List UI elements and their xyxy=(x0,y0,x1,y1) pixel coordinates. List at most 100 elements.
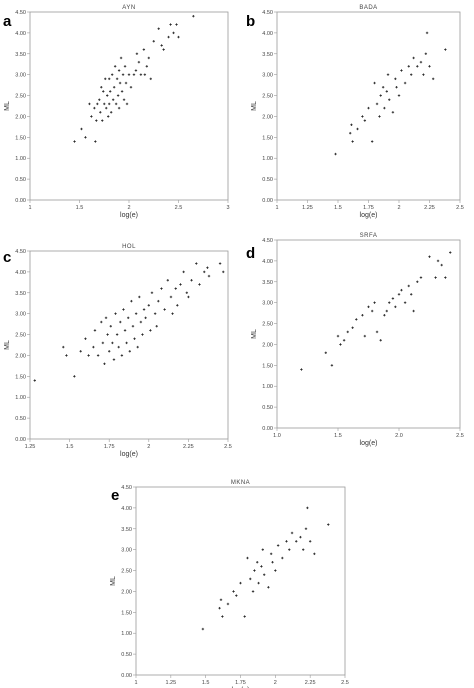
data-point xyxy=(127,316,130,320)
data-point xyxy=(111,341,114,345)
data-point xyxy=(235,594,238,597)
data-point-v xyxy=(386,90,388,93)
x-tick-label: 1.75 xyxy=(104,444,115,450)
data-point-v xyxy=(167,279,169,282)
data-point xyxy=(100,86,103,89)
data-point xyxy=(400,288,403,292)
data-point xyxy=(410,293,413,296)
data-point xyxy=(115,333,119,336)
data-point-v xyxy=(135,69,137,72)
data-point xyxy=(125,102,129,106)
data-point-v xyxy=(376,102,378,106)
chart-title: SRFA xyxy=(360,233,378,239)
data-point xyxy=(90,115,93,118)
data-point xyxy=(306,506,309,510)
data-point-v xyxy=(85,337,86,340)
data-point-v xyxy=(130,299,132,303)
x-tick-label: 1.5 xyxy=(66,444,74,450)
x-tick-label: 1.25 xyxy=(25,444,36,450)
data-point-v xyxy=(331,364,333,367)
x-tick-label: 1.5 xyxy=(202,680,210,686)
data-point-v xyxy=(95,119,97,122)
data-point xyxy=(94,140,97,143)
data-point xyxy=(253,569,256,572)
y-tick-label: 4.00 xyxy=(262,259,273,265)
data-points xyxy=(33,262,225,382)
data-point-v xyxy=(244,615,246,618)
data-point xyxy=(179,283,182,286)
data-point-v xyxy=(113,358,115,361)
data-point-v xyxy=(161,287,162,290)
data-point-v xyxy=(114,65,116,68)
data-point xyxy=(295,540,298,543)
data-point-v xyxy=(157,299,159,303)
data-point xyxy=(104,316,108,320)
data-point-v xyxy=(449,251,451,254)
x-tick-label: 1.5 xyxy=(76,205,84,211)
panel-d: d SRFA 0.00 0.50 1.00 1.50 2.00 2.50 3.00 3.50 4.0… xyxy=(246,233,464,447)
y-tick-label: 0.50 xyxy=(15,177,26,183)
data-point-v xyxy=(173,31,174,35)
x-tick-label: 2.5 xyxy=(456,205,464,211)
data-point-v xyxy=(192,14,194,18)
y-tick-label: 1.50 xyxy=(121,610,132,616)
data-point-v xyxy=(401,288,402,292)
data-point xyxy=(119,320,122,324)
data-point-v xyxy=(113,86,115,89)
x-tick-label: 1.75 xyxy=(235,680,246,686)
data-point-v xyxy=(119,320,121,324)
panel-a: a AYN 0.00 0.50 1.00 1.50 2.00 2.50 3.00 3.50 4.00… xyxy=(3,5,230,219)
data-point xyxy=(137,60,141,64)
data-point xyxy=(334,152,337,156)
data-point-v xyxy=(154,312,156,315)
data-point xyxy=(120,354,124,357)
x-tick-label: 1.25 xyxy=(165,680,176,686)
data-point-v xyxy=(380,94,382,97)
data-point xyxy=(256,561,259,564)
data-point-v xyxy=(256,561,258,564)
data-point xyxy=(135,52,139,55)
y-axis-label: ML xyxy=(251,329,258,339)
panel-letter: c xyxy=(3,249,11,266)
data-point-v xyxy=(313,552,315,556)
data-point-v xyxy=(104,77,106,81)
y-tick-label: 2.00 xyxy=(121,589,132,595)
y-tick-label: 4.00 xyxy=(15,270,26,276)
data-point-v xyxy=(149,329,151,332)
data-point-v xyxy=(143,48,145,51)
data-point xyxy=(145,65,149,68)
data-point xyxy=(400,69,403,72)
data-point-v xyxy=(125,81,127,85)
data-point-v xyxy=(156,325,158,328)
data-point-v xyxy=(337,334,339,338)
data-point xyxy=(336,334,340,338)
data-point-v xyxy=(262,548,264,551)
data-point xyxy=(290,531,294,535)
data-point xyxy=(203,270,206,274)
data-point xyxy=(117,345,120,349)
data-point xyxy=(373,81,376,85)
y-tick-label: 0.50 xyxy=(262,177,273,183)
data-point xyxy=(131,325,135,328)
data-point xyxy=(363,334,367,338)
data-point xyxy=(251,590,255,593)
y-tick-label: 4.50 xyxy=(262,238,273,244)
data-point-v xyxy=(111,341,113,345)
data-point xyxy=(388,98,391,101)
data-point-v xyxy=(93,106,95,110)
data-point-v xyxy=(138,295,140,299)
data-point xyxy=(122,98,126,101)
data-point xyxy=(139,320,143,324)
data-point-v xyxy=(374,81,375,85)
data-point xyxy=(129,86,133,89)
data-point xyxy=(271,561,274,564)
y-tick-label: 3.50 xyxy=(15,291,26,297)
data-point-v xyxy=(102,341,104,345)
y-tick-label: 1.50 xyxy=(262,135,273,141)
data-point xyxy=(367,305,370,309)
data-point-v xyxy=(188,295,189,299)
data-point-v xyxy=(80,350,82,353)
x-tick-label: 1.25 xyxy=(302,205,313,211)
data-point-v xyxy=(435,276,436,279)
data-point xyxy=(98,98,101,101)
